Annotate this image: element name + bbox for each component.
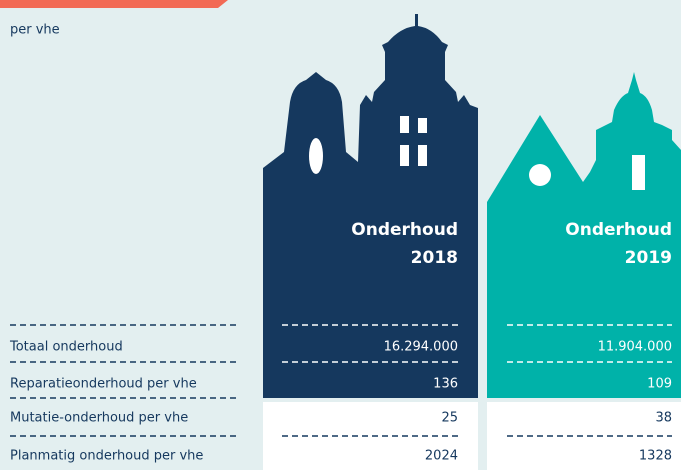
column-year: 2018 xyxy=(411,248,458,268)
window xyxy=(400,145,409,166)
infographic: per vhe Onderhoud 2018 Onderhoud 2019 To… xyxy=(0,0,681,470)
cell: 136 xyxy=(433,377,458,392)
cell: 38 xyxy=(655,411,672,426)
cell: 109 xyxy=(647,377,672,392)
window xyxy=(529,164,551,186)
cell: 11.904.000 xyxy=(598,340,672,355)
subtitle: per vhe xyxy=(10,23,60,38)
cell: 16.294.000 xyxy=(384,340,458,355)
row-label: Planmatig onderhoud per vhe xyxy=(10,449,203,464)
cell: 1328 xyxy=(639,449,672,464)
row-label: Mutatie-onderhoud per vhe xyxy=(10,411,188,426)
column-header: Onderhoud xyxy=(565,220,672,240)
cell: 2024 xyxy=(425,449,458,464)
window xyxy=(632,155,645,190)
window xyxy=(418,118,427,133)
column-year: 2019 xyxy=(625,248,672,268)
row-label: Totaal onderhoud xyxy=(9,340,123,355)
accent-bar xyxy=(0,0,228,8)
window xyxy=(418,145,427,166)
window xyxy=(400,116,409,133)
column-header: Onderhoud xyxy=(351,220,458,240)
row-label: Reparatieonderhoud per vhe xyxy=(10,377,197,392)
window xyxy=(309,138,323,174)
cell: 25 xyxy=(441,411,458,426)
